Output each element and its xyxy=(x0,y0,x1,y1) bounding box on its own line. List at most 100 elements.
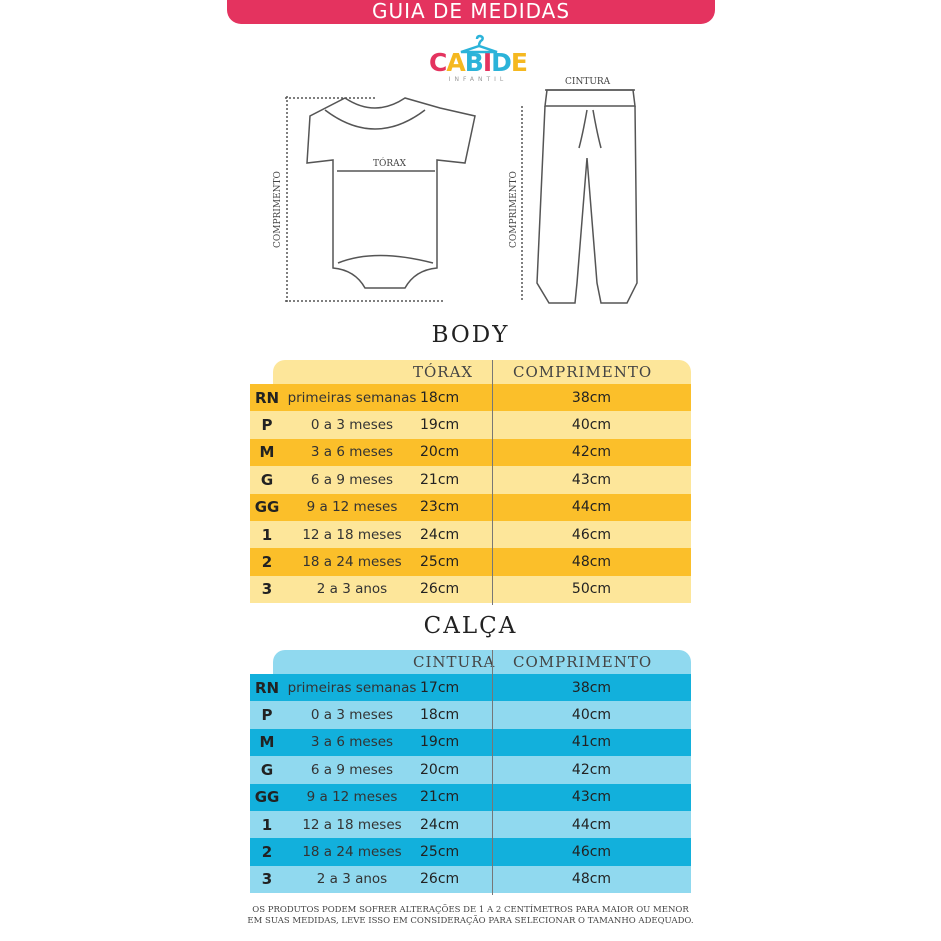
age-cell: 6 a 9 meses xyxy=(310,471,394,488)
garment-illustration: COMPRIMENTO TÓRAX COMPRIMENTO CINTURA xyxy=(273,77,638,304)
table-row: M 3 a 6 meses 19cm 41cm xyxy=(250,728,691,757)
page-title-banner: GUIA DE MEDIDAS xyxy=(227,0,715,24)
length-cell: 50cm xyxy=(571,581,612,598)
hanger-icon xyxy=(460,34,498,54)
age-cell: 3 a 6 meses xyxy=(310,444,394,461)
size-cell: P xyxy=(261,416,273,435)
measure-cell: 21cm xyxy=(420,789,460,806)
table-row: 3 2 a 3 anos 26cm 50cm xyxy=(250,575,691,604)
age-cell: 2 a 3 anos xyxy=(316,871,388,888)
length-cell: 43cm xyxy=(571,471,612,488)
size-cell: P xyxy=(261,706,273,725)
table-row: 1 12 a 18 meses 24cm 46cm xyxy=(250,520,691,549)
age-cell: 12 a 18 meses xyxy=(302,816,402,833)
pants-length-label: COMPRIMENTO xyxy=(509,171,519,248)
table-row: 1 12 a 18 meses 24cm 44cm xyxy=(250,810,691,839)
col-header: CINTURA xyxy=(413,653,496,671)
logo-subtitle: INFANTIL xyxy=(448,76,508,83)
body-table-title: BODY xyxy=(431,322,510,348)
age-cell: 12 a 18 meses xyxy=(302,526,402,543)
body-length-label: COMPRIMENTO xyxy=(273,171,283,248)
size-cell: RN xyxy=(254,678,280,697)
measure-cell: 26cm xyxy=(420,871,460,888)
length-cell: 46cm xyxy=(571,526,612,543)
pants-table-title: CALÇA xyxy=(423,613,518,639)
age-cell: primeiras semanas xyxy=(287,389,417,406)
size-cell: M xyxy=(259,733,275,752)
size-cell: 1 xyxy=(261,815,273,834)
table-header: TÓRAX COMPRIMENTO xyxy=(273,360,691,384)
size-cell: G xyxy=(260,760,274,779)
bodysuit-outline xyxy=(306,97,476,289)
length-cell: 44cm xyxy=(571,499,612,516)
length-cell: 44cm xyxy=(571,816,612,833)
measure-cell: 25cm xyxy=(420,844,460,861)
size-cell: G xyxy=(260,470,274,489)
pants-size-table: CINTURA COMPRIMENTO RN primeiras semanas … xyxy=(250,650,691,895)
length-cell: 40cm xyxy=(571,707,612,724)
disclaimer-line: EM SUAS MEDIDAS, LEVE ISSO EM CONSIDERAÇ… xyxy=(247,916,694,926)
table-row: 2 18 a 24 meses 25cm 46cm xyxy=(250,838,691,866)
age-cell: primeiras semanas xyxy=(287,679,417,696)
length-cell: 42cm xyxy=(571,444,612,461)
disclaimer: OS PRODUTOS PODEM SOFRER ALTERAÇÕES DE 1… xyxy=(0,905,941,927)
measure-cell: 17cm xyxy=(420,679,460,696)
length-cell: 48cm xyxy=(571,871,612,888)
table-row: G 6 a 9 meses 20cm 42cm xyxy=(250,756,691,784)
column-divider xyxy=(492,650,493,895)
table-row: GG 9 a 12 meses 23cm 44cm xyxy=(250,493,691,521)
pants-waist-label: CINTURA xyxy=(565,77,611,87)
table-header: CINTURA COMPRIMENTO xyxy=(273,650,691,674)
column-divider xyxy=(492,360,493,605)
brand-logo: CABIDE INFANTIL xyxy=(428,34,528,92)
table-row: G 6 a 9 meses 21cm 43cm xyxy=(250,466,691,494)
measure-cell: 23cm xyxy=(420,499,460,516)
pants-outline xyxy=(544,89,636,107)
size-cell: 3 xyxy=(261,580,273,599)
measure-cell: 19cm xyxy=(420,417,460,434)
measure-cell: 26cm xyxy=(420,581,460,598)
table-row: 3 2 a 3 anos 26cm 48cm xyxy=(250,865,691,894)
length-cell: 46cm xyxy=(571,844,612,861)
page-title: GUIA DE MEDIDAS xyxy=(371,0,571,23)
size-cell: 1 xyxy=(261,525,273,544)
measure-cell: 20cm xyxy=(420,761,460,778)
measure-cell: 18cm xyxy=(420,389,460,406)
table-row: P 0 a 3 meses 18cm 40cm xyxy=(250,701,691,729)
size-cell: 2 xyxy=(261,843,273,862)
table-row: GG 9 a 12 meses 21cm 43cm xyxy=(250,783,691,811)
age-cell: 9 a 12 meses xyxy=(306,789,398,806)
length-cell: 41cm xyxy=(571,734,612,751)
age-cell: 18 a 24 meses xyxy=(302,844,402,861)
disclaimer-line: OS PRODUTOS PODEM SOFRER ALTERAÇÕES DE 1… xyxy=(252,905,689,915)
length-cell: 42cm xyxy=(571,761,612,778)
length-cell: 40cm xyxy=(571,417,612,434)
body-size-table: TÓRAX COMPRIMENTO RN primeiras semanas 18… xyxy=(250,360,691,605)
age-cell: 0 a 3 meses xyxy=(310,707,394,724)
age-cell: 3 a 6 meses xyxy=(310,734,394,751)
col-header: COMPRIMENTO xyxy=(513,363,653,381)
size-cell: GG xyxy=(254,788,280,807)
measure-cell: 24cm xyxy=(420,526,460,543)
size-cell: 3 xyxy=(261,870,273,889)
table-row: M 3 a 6 meses 20cm 42cm xyxy=(250,438,691,467)
table-row: 2 18 a 24 meses 25cm 48cm xyxy=(250,548,691,576)
measure-cell: 25cm xyxy=(420,554,460,571)
table-row: RN primeiras semanas 17cm 38cm xyxy=(250,674,691,702)
col-header: COMPRIMENTO xyxy=(513,653,653,671)
measure-cell: 20cm xyxy=(420,444,460,461)
age-cell: 2 a 3 anos xyxy=(316,581,388,598)
body-chest-label: TÓRAX xyxy=(373,157,407,169)
table-row: P 0 a 3 meses 19cm 40cm xyxy=(250,411,691,439)
age-cell: 18 a 24 meses xyxy=(302,554,402,571)
measure-cell: 19cm xyxy=(420,734,460,751)
age-cell: 9 a 12 meses xyxy=(306,499,398,516)
length-cell: 38cm xyxy=(571,389,612,406)
size-cell: M xyxy=(259,443,275,462)
length-cell: 38cm xyxy=(571,679,612,696)
size-cell: GG xyxy=(254,498,280,517)
col-header: TÓRAX xyxy=(413,363,474,381)
size-cell: 2 xyxy=(261,553,273,572)
length-cell: 48cm xyxy=(571,554,612,571)
size-cell: RN xyxy=(254,388,280,407)
